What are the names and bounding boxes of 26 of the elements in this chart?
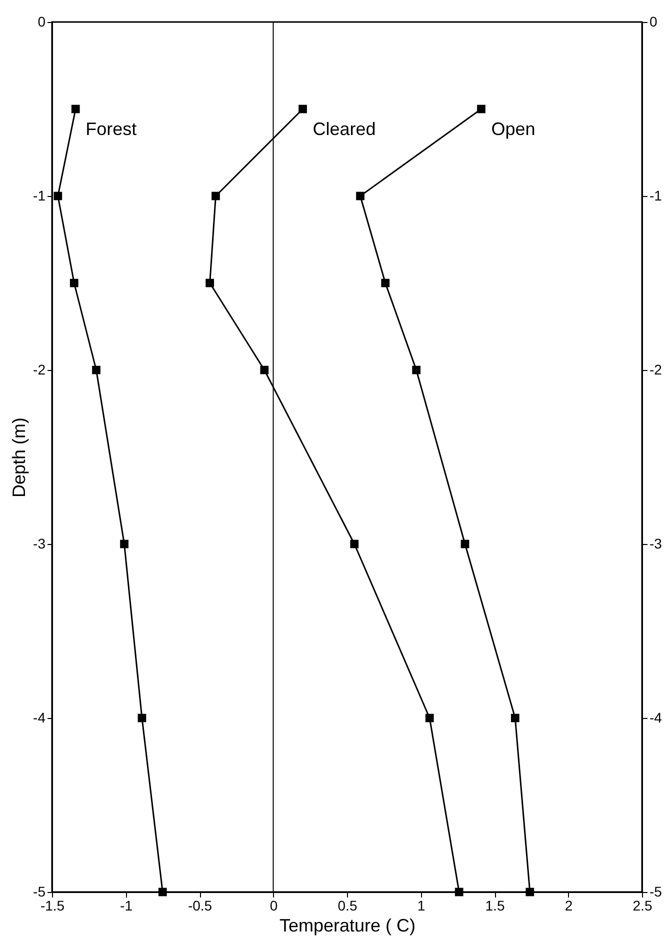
series-label: Cleared (312, 119, 376, 139)
series-label: Open (491, 119, 536, 139)
y2-tick-label: -2 (650, 362, 662, 378)
y2-tick-label: -5 (650, 884, 662, 900)
y-tick-label: -5 (33, 884, 46, 900)
x-tick-label: 1 (417, 898, 426, 914)
x-tick-label: 0.5 (338, 898, 358, 914)
y-tick-label: -3 (33, 536, 46, 552)
y2-tick-label: -1 (650, 188, 662, 204)
x-tick-label: 2.5 (632, 898, 652, 914)
x-tick-label: 2 (564, 898, 573, 914)
y-tick-label: -1 (33, 188, 46, 204)
y2-tick-label: -3 (650, 536, 662, 552)
y-axis-title: Depth (m) (9, 417, 30, 498)
x-axis-title: Temperature ( C) (279, 916, 416, 936)
y2-tick-label: -4 (650, 710, 662, 726)
x-tick-label: -0.5 (188, 898, 212, 914)
y2-tick-label: 0 (650, 14, 658, 30)
y-tick-label: -4 (33, 710, 46, 726)
x-tick-label: -1.5 (40, 898, 65, 914)
series-label: Forest (86, 119, 137, 139)
y-tick-label: 0 (38, 14, 46, 30)
y-tick-label: -2 (33, 362, 46, 378)
x-tick-label: 1.5 (485, 898, 505, 914)
x-tick-label: -1 (120, 898, 133, 914)
x-tick-label: 0 (270, 898, 278, 914)
